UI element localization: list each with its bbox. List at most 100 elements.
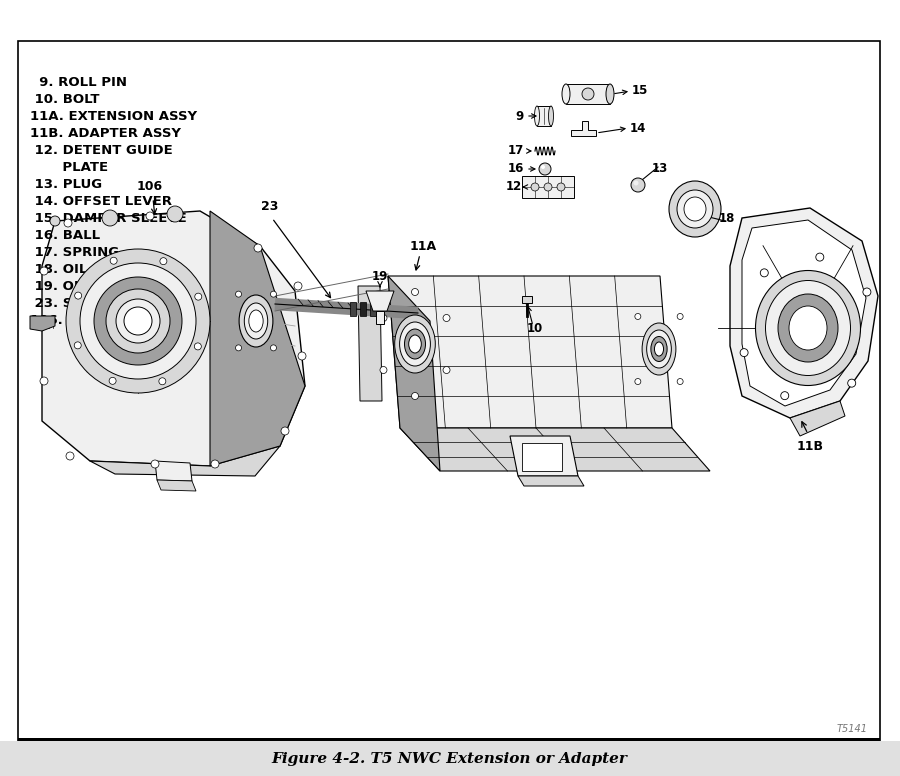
Text: 11B: 11B: [796, 439, 824, 452]
Polygon shape: [90, 446, 280, 476]
Polygon shape: [42, 211, 305, 466]
Polygon shape: [790, 401, 845, 436]
Bar: [0, 741, 900, 776]
Text: 15. DAMPER SLEEVE: 15. DAMPER SLEEVE: [30, 212, 187, 225]
Ellipse shape: [404, 329, 426, 359]
Circle shape: [634, 181, 638, 185]
Polygon shape: [388, 276, 672, 428]
Bar: [350, 302, 356, 316]
Circle shape: [236, 291, 241, 297]
Circle shape: [539, 163, 551, 175]
Circle shape: [124, 307, 152, 335]
Polygon shape: [210, 211, 305, 466]
Circle shape: [848, 379, 856, 387]
Text: 18: 18: [719, 213, 735, 226]
Circle shape: [151, 460, 159, 468]
Circle shape: [254, 244, 262, 252]
Circle shape: [158, 378, 166, 385]
Bar: [370, 302, 376, 316]
Text: 14: 14: [630, 122, 646, 134]
Text: 14. OFFSET LEVER: 14. OFFSET LEVER: [30, 195, 172, 208]
Ellipse shape: [789, 306, 827, 350]
Circle shape: [66, 249, 210, 393]
Circle shape: [194, 293, 202, 300]
Text: 9. ROLL PIN: 9. ROLL PIN: [30, 76, 127, 89]
Text: 13. PLUG: 13. PLUG: [30, 178, 102, 191]
Text: 19. OILING FUNNEL: 19. OILING FUNNEL: [30, 280, 178, 293]
Text: 12. DETENT GUIDE: 12. DETENT GUIDE: [30, 144, 173, 157]
Circle shape: [531, 183, 539, 191]
Ellipse shape: [535, 106, 539, 126]
Bar: [376, 311, 384, 324]
Circle shape: [380, 314, 387, 321]
Circle shape: [110, 257, 117, 265]
Bar: [18, 738, 880, 741]
Circle shape: [294, 282, 302, 290]
Circle shape: [271, 291, 276, 297]
Bar: [522, 443, 562, 471]
Circle shape: [677, 379, 683, 385]
Text: 106. CASE ASSY: 106. CASE ASSY: [30, 314, 149, 327]
Circle shape: [863, 288, 871, 296]
Text: PLATE: PLATE: [30, 161, 108, 174]
Bar: [566, 84, 610, 104]
Ellipse shape: [778, 294, 838, 362]
Circle shape: [815, 253, 824, 261]
Circle shape: [443, 314, 450, 321]
Polygon shape: [742, 220, 866, 406]
Text: 9: 9: [516, 109, 524, 123]
Text: T5141: T5141: [837, 724, 868, 734]
Circle shape: [380, 366, 387, 373]
Circle shape: [541, 165, 545, 169]
Ellipse shape: [677, 190, 713, 228]
Ellipse shape: [548, 106, 554, 126]
Bar: [522, 296, 532, 303]
Circle shape: [281, 427, 289, 435]
Text: Figure 4-2. T5 NWC Extension or Adapter: Figure 4-2. T5 NWC Extension or Adapter: [271, 752, 627, 766]
Circle shape: [634, 379, 641, 385]
Ellipse shape: [606, 84, 614, 104]
Circle shape: [40, 267, 48, 275]
Circle shape: [74, 342, 81, 349]
Circle shape: [102, 210, 118, 226]
Ellipse shape: [669, 181, 721, 237]
Polygon shape: [510, 436, 578, 476]
Bar: [537, 106, 551, 126]
Circle shape: [631, 178, 645, 192]
Circle shape: [194, 343, 202, 350]
Text: 17: 17: [508, 144, 524, 158]
Circle shape: [298, 352, 306, 360]
Text: 10: 10: [526, 323, 543, 335]
Circle shape: [211, 460, 219, 468]
Ellipse shape: [642, 323, 676, 375]
Ellipse shape: [562, 84, 570, 104]
Text: 11B. ADAPTER ASSY: 11B. ADAPTER ASSY: [30, 127, 181, 140]
Polygon shape: [518, 476, 584, 486]
Circle shape: [740, 348, 748, 357]
Circle shape: [50, 216, 60, 226]
Circle shape: [443, 366, 450, 373]
Text: 13: 13: [652, 162, 668, 175]
Circle shape: [94, 277, 182, 365]
Ellipse shape: [651, 337, 667, 362]
Circle shape: [760, 268, 769, 277]
Circle shape: [146, 212, 154, 220]
Polygon shape: [571, 121, 596, 136]
Ellipse shape: [646, 330, 671, 368]
Text: 23. SHIFTER SHAFT: 23. SHIFTER SHAFT: [30, 297, 180, 310]
Ellipse shape: [244, 303, 267, 339]
Ellipse shape: [654, 342, 663, 356]
Circle shape: [160, 258, 166, 265]
Text: 17. SPRING: 17. SPRING: [30, 246, 119, 259]
Polygon shape: [388, 276, 440, 471]
Text: 18. OIL SEAL: 18. OIL SEAL: [30, 263, 130, 276]
Polygon shape: [155, 461, 192, 481]
Text: 19: 19: [372, 269, 388, 282]
Ellipse shape: [395, 315, 436, 373]
Circle shape: [75, 292, 82, 299]
Circle shape: [677, 314, 683, 320]
Circle shape: [780, 392, 788, 400]
Circle shape: [411, 393, 418, 400]
Bar: [360, 302, 366, 316]
Ellipse shape: [239, 295, 273, 347]
